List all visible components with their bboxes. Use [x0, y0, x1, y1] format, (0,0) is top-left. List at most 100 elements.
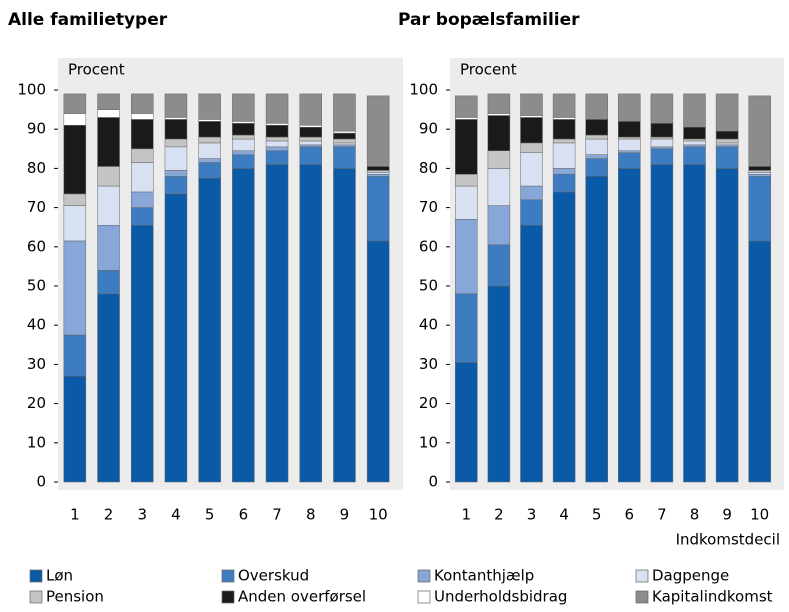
- bar-segment: [366, 172, 390, 175]
- legend-swatch: [417, 590, 431, 604]
- bar-segment: [265, 146, 289, 152]
- bar-segment: [715, 146, 739, 169]
- bar-segment: [520, 224, 543, 483]
- bar-segment: [715, 144, 739, 148]
- bar-segment: [265, 136, 289, 142]
- y-tick-label: 100: [409, 81, 438, 99]
- bar-segment: [232, 168, 255, 483]
- bar-segment: [265, 140, 289, 148]
- bar-segment: [618, 138, 641, 152]
- bar-segment: [585, 158, 608, 177]
- legend-swatch: [29, 590, 43, 604]
- bar-segment: [265, 93, 289, 124]
- bar-segment: [131, 224, 154, 483]
- bar-segment: [232, 121, 255, 124]
- bar-segment: [487, 244, 511, 287]
- bar-segment: [748, 170, 771, 173]
- bar-segment: [97, 224, 120, 271]
- x-tick-label: 9: [340, 506, 350, 524]
- bar-segment: [232, 123, 255, 136]
- bar-segment: [164, 117, 188, 120]
- bar-segment: [520, 142, 543, 153]
- y-tick-label: 10: [27, 433, 46, 451]
- bar-segment: [63, 113, 87, 126]
- legend-label: Løn: [46, 567, 73, 585]
- bar-segment: [748, 175, 771, 242]
- bar-segment: [333, 142, 356, 146]
- legend-label: Anden overførsel: [238, 588, 366, 606]
- bar-segment: [97, 293, 120, 483]
- y-tick-label: 20: [419, 394, 438, 412]
- bar-segment: [63, 375, 87, 483]
- bar-segment: [618, 136, 641, 140]
- bar-segment: [487, 205, 511, 246]
- bar-segment: [97, 185, 120, 226]
- legend-label: Kontanthjælp: [434, 567, 534, 585]
- y-tick-label: 50: [419, 277, 438, 295]
- bar-segment: [520, 185, 543, 201]
- bar-segment: [520, 117, 543, 144]
- bar-segment: [198, 136, 221, 144]
- bar-segment: [552, 142, 576, 169]
- y-tick-label: 90: [27, 120, 46, 138]
- bar-segment: [683, 164, 706, 483]
- x-tick-label: 5: [205, 506, 215, 524]
- bar-segment: [748, 240, 771, 483]
- bar-segment: [520, 115, 543, 118]
- bar-segment: [299, 164, 322, 483]
- x-tick-label: 3: [527, 506, 537, 524]
- bar-segment: [487, 93, 511, 114]
- bar-segment: [63, 193, 87, 206]
- bar-segment: [97, 93, 120, 110]
- bar-segment: [232, 93, 255, 122]
- bar-segment: [683, 140, 706, 146]
- bar-segment: [552, 93, 576, 118]
- bar-segment: [552, 119, 576, 140]
- bar-segment: [63, 125, 87, 195]
- bar-segment: [97, 166, 120, 187]
- y-tick-label: 70: [27, 198, 46, 216]
- bar-segment: [650, 93, 674, 124]
- bar-segment: [552, 168, 576, 175]
- bar-segment: [683, 146, 706, 165]
- x-tick-label: 3: [137, 506, 147, 524]
- bar-segment: [131, 113, 154, 120]
- bar-segment: [520, 152, 543, 187]
- y-tick-label: 80: [27, 159, 46, 177]
- bar-segment: [618, 150, 641, 153]
- legend-swatch: [417, 569, 431, 583]
- bar-segment: [487, 150, 511, 169]
- bar-segment: [131, 93, 154, 114]
- bar-segment: [455, 119, 478, 175]
- x-tick-label: 10: [750, 506, 769, 524]
- bar-segment: [366, 95, 390, 167]
- bar-segment: [552, 117, 576, 120]
- legend-swatch: [29, 569, 43, 583]
- bar-segment: [748, 174, 771, 177]
- bar-segment: [265, 123, 289, 126]
- bar-segment: [97, 109, 120, 118]
- bar-segment: [455, 117, 478, 120]
- legend-swatch: [635, 569, 649, 583]
- bar-segment: [232, 154, 255, 169]
- bar-segment: [650, 146, 674, 150]
- x-tick-label: 7: [272, 506, 282, 524]
- y-axis-label: Procent: [68, 61, 125, 79]
- x-tick-label: 9: [722, 506, 732, 524]
- x-tick-label: 6: [239, 506, 249, 524]
- bar-segment: [164, 138, 188, 148]
- bar-segment: [333, 144, 356, 148]
- bar-segment: [650, 148, 674, 165]
- x-tick-label: 4: [171, 506, 181, 524]
- bar-segment: [164, 175, 188, 195]
- bar-segment: [131, 148, 154, 163]
- y-tick-label: 30: [27, 355, 46, 373]
- legend-swatch: [635, 590, 649, 604]
- bar-segment: [650, 123, 674, 138]
- y-tick-label: 30: [419, 355, 438, 373]
- bar-segment: [715, 130, 739, 140]
- legend-swatch: [221, 569, 235, 583]
- bar-segment: [333, 93, 356, 132]
- bar-segment: [585, 138, 608, 155]
